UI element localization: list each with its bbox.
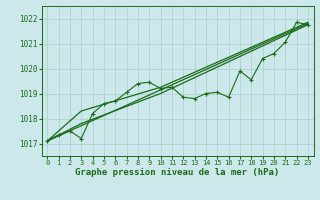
X-axis label: Graphe pression niveau de la mer (hPa): Graphe pression niveau de la mer (hPa): [76, 168, 280, 177]
